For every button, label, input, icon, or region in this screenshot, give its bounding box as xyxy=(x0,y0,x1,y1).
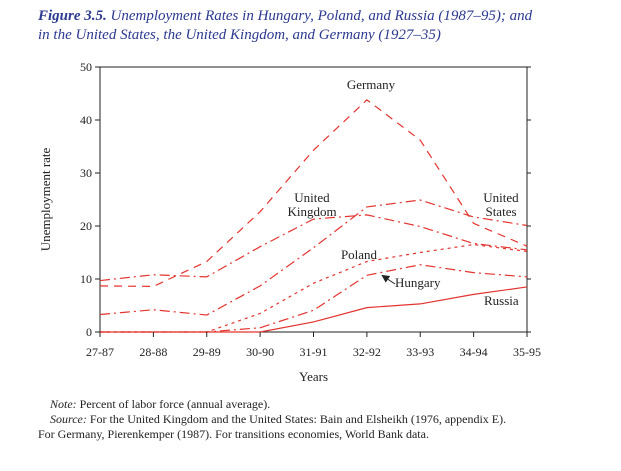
x-tick-label-33-93: 33-93 xyxy=(406,345,434,359)
x-tick-label-35-95: 35-95 xyxy=(513,345,541,359)
figure-title-text-1: Unemployment Rates in Hungary, Poland, a… xyxy=(110,8,533,24)
label-uk-line-1: United xyxy=(294,190,330,205)
hungary-arrow xyxy=(381,274,396,285)
x-tick-label-34-94: 34-94 xyxy=(460,345,488,359)
label-uk-line-2: Kingdom xyxy=(287,204,336,219)
figure-title: Figure 3.5. Unemployment Rates in Hungar… xyxy=(38,7,598,45)
y-tick-label-50: 50 xyxy=(80,60,92,74)
source-text-2: For Germany, Pierenkemper (1987). For tr… xyxy=(38,427,429,441)
y-tick-label-40: 40 xyxy=(80,113,92,127)
y-tick-label-10: 10 xyxy=(80,272,92,286)
source-text: For the United Kingdom and the United St… xyxy=(89,412,507,426)
label-germany: Germany xyxy=(347,77,396,92)
x-tick-label-27-87: 27-87 xyxy=(86,345,114,359)
figure-title-text-2: in the United States, the United Kingdom… xyxy=(38,27,441,43)
unemployment-chart: 0 10 20 30 40 50 27-87 28-88 29-89 30-90 31-91 32-9… xyxy=(38,60,541,384)
label-us-line-1: United xyxy=(483,190,519,205)
series-line-poland xyxy=(100,243,528,333)
figure-title-line-1: Figure 3.5. Unemployment Rates in Hungar… xyxy=(38,7,598,26)
series-line-united-kingdom xyxy=(99,214,528,282)
source-line: Source: For the United Kingdom and the U… xyxy=(38,412,613,427)
source-label: Source: xyxy=(50,412,87,426)
label-us-line-2: States xyxy=(485,204,516,219)
y-tick-label-30: 30 xyxy=(80,166,92,180)
x-axis-title: Years xyxy=(299,369,328,384)
series-line-germany xyxy=(99,99,528,288)
x-tick-label-32-92: 32-92 xyxy=(353,345,381,359)
label-hungary: Hungary xyxy=(395,275,441,290)
note-label: Note: xyxy=(50,397,77,411)
y-tick-label-20: 20 xyxy=(80,219,92,233)
x-tick-label-30-90: 30-90 xyxy=(246,345,274,359)
x-tick-label-28-88: 28-88 xyxy=(139,345,167,359)
y-axis-title: Unemployment rate xyxy=(38,147,53,251)
label-russia: Russia xyxy=(484,293,519,308)
figure-notes: Note: Percent of labor force (annual ave… xyxy=(38,397,613,442)
note-line: Note: Percent of labor force (annual ave… xyxy=(38,397,613,412)
y-tick-label-0: 0 xyxy=(86,325,92,339)
x-tick-label-29-89: 29-89 xyxy=(193,345,221,359)
label-poland: Poland xyxy=(341,247,378,262)
x-tick-label-31-91: 31-91 xyxy=(300,345,328,359)
note-text: Percent of labor force (annual average). xyxy=(79,397,271,411)
figure-label: Figure 3.5. xyxy=(38,8,107,24)
series-line-russia xyxy=(100,286,528,333)
